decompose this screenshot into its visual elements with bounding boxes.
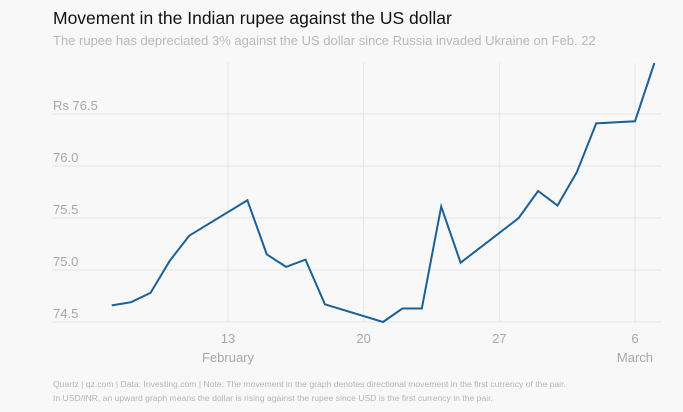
data-point (421, 307, 423, 309)
data-point (285, 266, 287, 268)
data-point (518, 217, 520, 219)
x-tick-label: 27 (492, 331, 506, 346)
data-point (440, 206, 442, 208)
y-tick-label: 74.5 (53, 306, 78, 321)
x-tick-month-label: February (202, 350, 255, 365)
data-point (130, 301, 132, 303)
x-tick-month-label: March (617, 350, 653, 365)
data-point (460, 262, 462, 264)
data-point (266, 253, 268, 255)
data-point (111, 304, 113, 306)
x-tick-label: 20 (356, 331, 370, 346)
x-tick-label: 13 (221, 331, 235, 346)
footer-explanation: In USD/INR, an upward graph means the do… (53, 393, 493, 403)
data-point (634, 120, 636, 122)
chart-title: Movement in the Indian rupee against the… (53, 8, 452, 28)
data-point (246, 199, 248, 201)
data-point (324, 303, 326, 305)
data-point (401, 307, 403, 309)
y-tick-label: Rs 76.5 (53, 98, 98, 113)
usd-inr-line (111, 62, 656, 324)
data-point (537, 190, 539, 192)
data-point (653, 62, 655, 64)
data-point (556, 205, 558, 207)
data-point (595, 122, 597, 124)
chart-footer: Quartz | qz.com | Data: Investing.com | … (53, 377, 566, 405)
x-tick-label: 6 (631, 331, 638, 346)
data-point (576, 171, 578, 173)
y-tick-label: 76.0 (53, 150, 78, 165)
data-point (382, 321, 384, 323)
footer-source-note: Quartz | qz.com | Data: Investing.com | … (53, 379, 566, 389)
data-point (169, 260, 171, 262)
y-tick-label: 75.5 (53, 202, 78, 217)
data-point (305, 259, 307, 261)
data-point (149, 292, 151, 294)
data-point (188, 235, 190, 237)
y-tick-label: 75.0 (53, 254, 78, 269)
chart-subtitle: The rupee has depreciated 3% against the… (53, 33, 596, 48)
